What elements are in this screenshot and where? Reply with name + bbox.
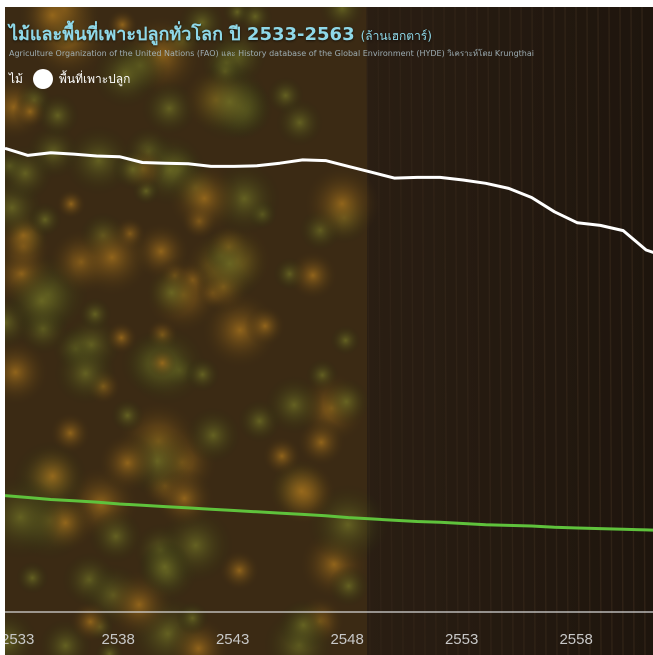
tree-crown (141, 81, 197, 136)
tree-crown (185, 357, 220, 392)
tree-crown (176, 601, 209, 635)
tree-crown (237, 7, 273, 35)
tree-crown (185, 407, 241, 464)
tree-crown (16, 561, 49, 595)
furrow-line (586, 7, 591, 655)
tree-crown (276, 99, 324, 147)
title-text: ไม้และพื้นที่เพาะปลูกทั่วโลก ปี 2533-256… (9, 24, 355, 45)
tree-crown (5, 338, 50, 407)
field-area (360, 7, 653, 655)
tree-crown (95, 639, 124, 655)
source-note: Agriculture Organization of the United N… (9, 49, 534, 58)
furrow-line (509, 7, 514, 655)
tree-crown (265, 375, 324, 435)
x-tick-label: 2553 (445, 631, 478, 648)
tree-crown (78, 297, 112, 331)
legend-label-cropland: พื้นที่เพาะปลูก (58, 71, 131, 86)
tree-crown (147, 348, 177, 378)
tree-crown (92, 41, 159, 109)
furrow-line (597, 7, 602, 655)
x-axis-ticks: 2533 2538 2543 2548 2553 2558 (5, 631, 593, 648)
furrow-line (608, 7, 613, 655)
legend: ไม้ พื้นที่เพาะปลูก (9, 69, 130, 89)
tree-crown (288, 250, 338, 301)
furrow-line (454, 7, 459, 655)
series-lines (5, 146, 653, 532)
x-tick-label: 2533 (5, 631, 34, 648)
tree-crown (323, 378, 370, 426)
furrow-line (498, 7, 503, 655)
furrow-line (432, 7, 437, 655)
tree-crown (328, 565, 370, 607)
x-tick-label: 2543 (216, 631, 249, 648)
tree-crown (105, 321, 138, 354)
line-chart: 2533 2538 2543 2548 2553 2558 (5, 146, 653, 648)
tree-crown (28, 202, 62, 237)
tree-crown (36, 93, 80, 138)
series-line (5, 146, 653, 254)
tree-crown (268, 458, 335, 525)
x-tick-label: 2548 (330, 631, 363, 648)
tree-crown (5, 609, 38, 655)
furrow-line (421, 7, 426, 655)
tree-crown (6, 265, 77, 336)
tree-crown (303, 165, 381, 243)
furrow-line (630, 7, 635, 655)
tree-crown (54, 342, 117, 405)
tree-crown (319, 7, 365, 31)
furrow-line (542, 7, 547, 655)
furrow-line (564, 7, 569, 655)
furrow-line (531, 7, 536, 655)
tree-crown (5, 145, 54, 202)
legend-marker-cropland (32, 69, 53, 89)
title-unit: (ล้านเฮกตาร์) (360, 29, 432, 43)
chart-stage: ไม้และพื้นที่เพาะปลูกทั่วโลก ปี 2533-256… (5, 7, 653, 655)
series-line (5, 494, 653, 532)
x-tick-label: 2538 (101, 631, 134, 648)
tree-crown (192, 226, 268, 302)
tree-crown (17, 7, 88, 51)
tree-crown (330, 325, 361, 356)
tree-crown (72, 217, 152, 297)
tree-crown (244, 305, 286, 347)
tree-crown (138, 540, 192, 594)
furrow-line (410, 7, 415, 655)
tree-crown (147, 268, 197, 318)
tree-crown (297, 418, 346, 467)
furrow-line (443, 7, 448, 655)
furrow-line (553, 7, 558, 655)
chart-title: ไม้และพื้นที่เพาะปลูกทั่วโลก ปี 2533-256… (9, 19, 432, 48)
legend-label-forest: ไม้ (9, 71, 23, 86)
furrow-line (388, 7, 393, 655)
tree-crown (154, 468, 215, 529)
furrow-line (487, 7, 492, 655)
tree-crown (167, 161, 241, 236)
furrow-line (641, 7, 646, 655)
tree-crown (110, 398, 145, 433)
x-tick-label: 2558 (559, 631, 592, 648)
furrow-line (520, 7, 525, 655)
tree-crown (56, 189, 86, 219)
furrow-line (619, 7, 624, 655)
furrow-line (465, 7, 470, 655)
furrow-line (575, 7, 580, 655)
field-furrows (366, 7, 646, 655)
tree-crown (190, 62, 270, 142)
tree-crown (98, 433, 158, 493)
tree-crown (13, 94, 47, 129)
furrow-line (476, 7, 481, 655)
tree-crown (89, 509, 143, 564)
tree-crown (106, 9, 139, 41)
furrow-line (399, 7, 404, 655)
